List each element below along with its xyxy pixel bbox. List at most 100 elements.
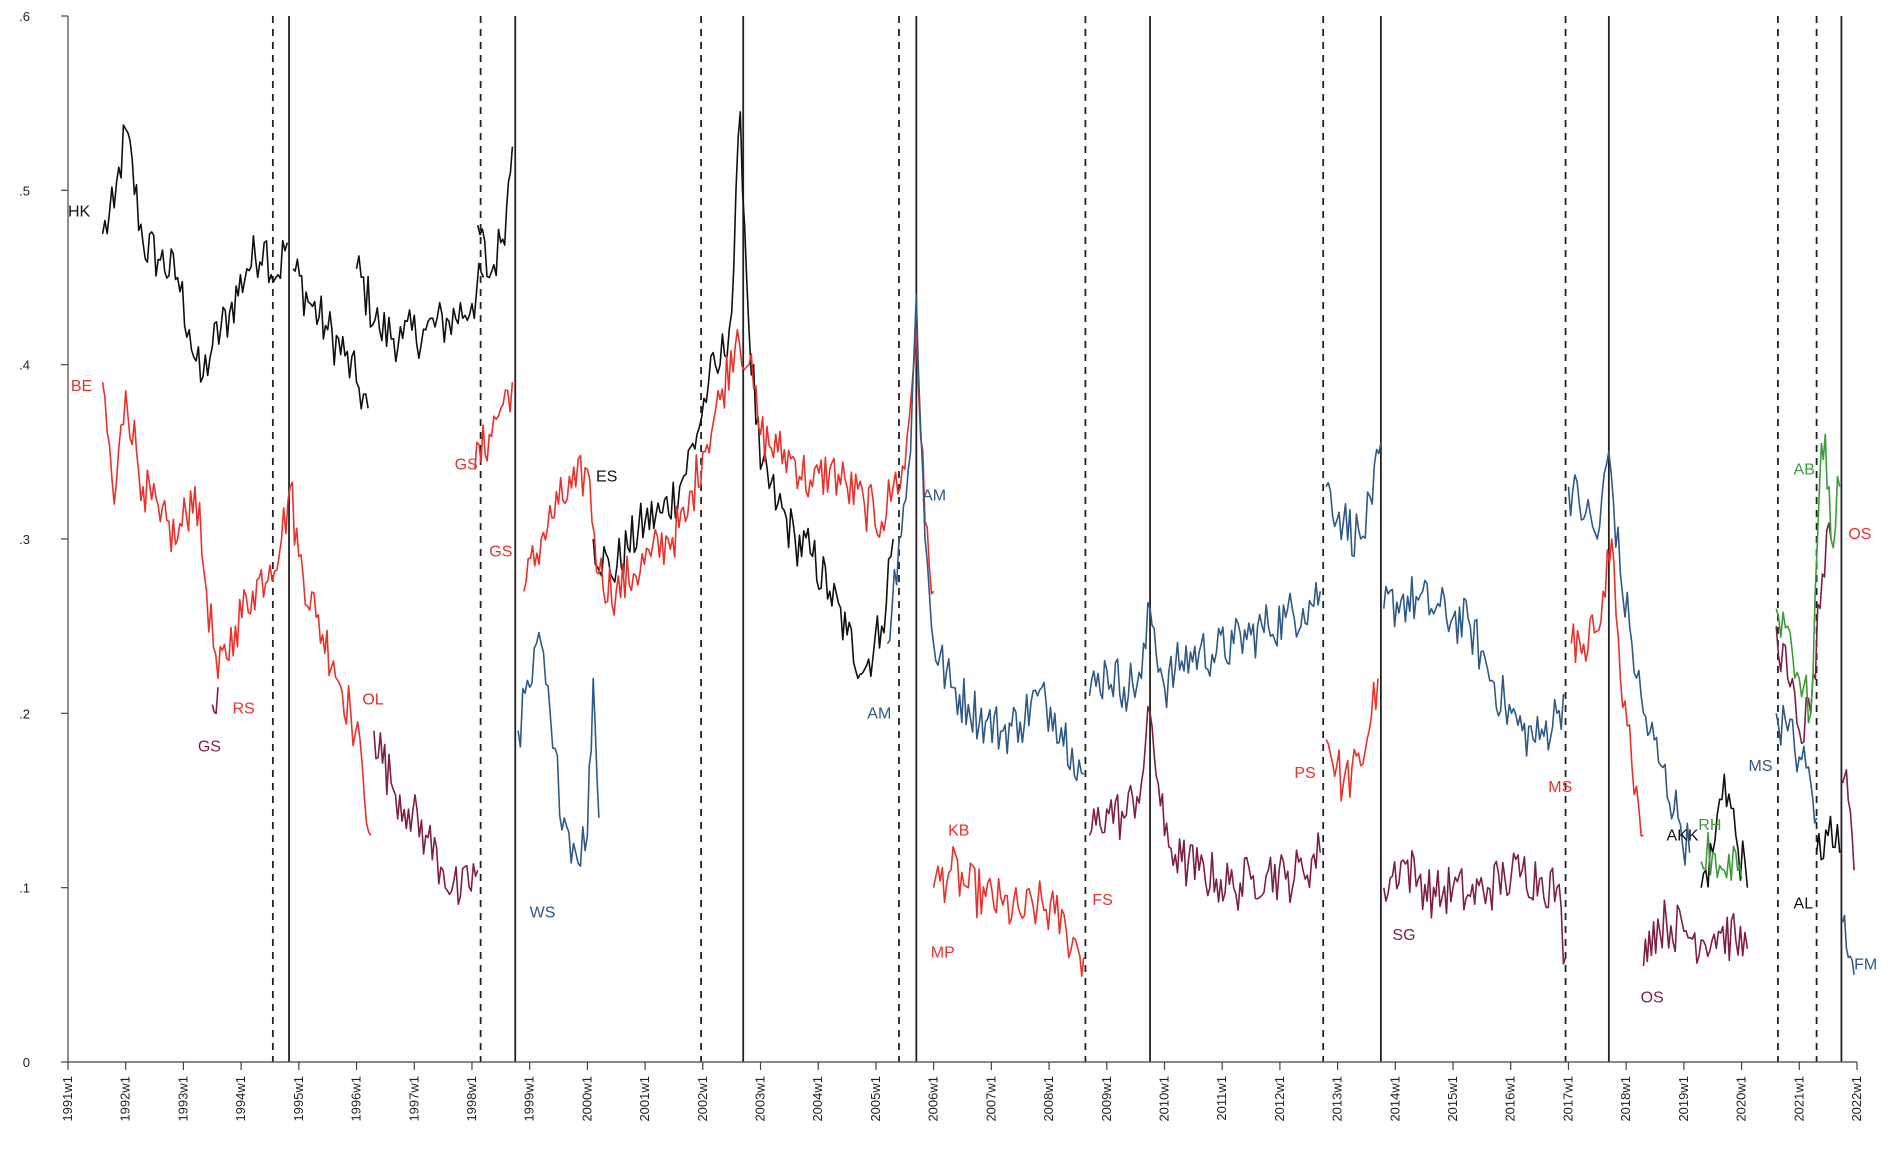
- series-label-ps-14: PS: [1294, 765, 1315, 782]
- x-tick-label-27: 2018w1: [1618, 1076, 1633, 1122]
- x-tick-label-10: 2001w1: [637, 1076, 652, 1122]
- x-tick-label-18: 2009w1: [1099, 1076, 1114, 1122]
- x-tick-label-15: 2006w1: [926, 1076, 941, 1122]
- x-tick-label-2: 1993w1: [175, 1076, 190, 1122]
- series-label-ab-21: AB: [1794, 461, 1815, 478]
- series-line-10: [932, 846, 1085, 977]
- series-label-ms-16: MS: [1548, 779, 1572, 796]
- series-label-am-9: AM: [922, 488, 946, 505]
- x-ticks: 1991w1 1992w1 1993w1 1994w1 1995w1 1996w1 1997…: [60, 1062, 1864, 1122]
- series-label-rh-19: RH: [1698, 817, 1721, 834]
- series-line-15: [1088, 581, 1322, 712]
- series-line-26: [1775, 522, 1832, 745]
- series-label-rs-3: RS: [232, 700, 254, 717]
- x-tick-label-23: 2014w1: [1387, 1076, 1402, 1122]
- y-tick-label-1: .1: [19, 881, 30, 896]
- series-label-mp-12: MP: [931, 944, 955, 961]
- series-label-sg-15: SG: [1392, 927, 1415, 944]
- series-line-24: [1383, 850, 1567, 965]
- x-tick-label-19: 2010w1: [1156, 1076, 1171, 1122]
- series-label-os-17: OS: [1641, 990, 1664, 1007]
- x-tick-label-13: 2004w1: [810, 1076, 825, 1122]
- y-tick-label-4: .4: [19, 358, 30, 373]
- series-line-20: [1841, 914, 1855, 975]
- x-tick-label-0: 1991w1: [60, 1076, 75, 1122]
- y-tick-label-3: .3: [19, 532, 30, 547]
- series-label-gs-6: GS: [489, 543, 512, 560]
- series-line-28: [1700, 832, 1743, 881]
- x-tick-label-17: 2008w1: [1041, 1076, 1056, 1122]
- axes: 0.1.2.3.4.5.6 1991w1 1992w1 1993w1 1994w1 19…: [19, 9, 1864, 1122]
- series-line-19: [1775, 704, 1818, 824]
- series-line-3: [476, 146, 514, 279]
- x-tick-label-14: 2005w1: [868, 1076, 883, 1122]
- series-line-11: [1325, 678, 1379, 802]
- x-tick-label-30: 2021w1: [1791, 1076, 1806, 1122]
- x-tick-label-28: 2019w1: [1676, 1076, 1691, 1122]
- series-line-21: [211, 687, 219, 715]
- x-tick-label-29: 2020w1: [1734, 1076, 1749, 1122]
- x-tick-label-16: 2007w1: [983, 1076, 998, 1122]
- series-line-25: [1642, 899, 1749, 967]
- series-line-13: [517, 631, 600, 867]
- series-line-6: [1815, 815, 1841, 861]
- x-tick-label-11: 2002w1: [695, 1076, 710, 1122]
- x-tick-label-21: 2012w1: [1272, 1076, 1287, 1122]
- x-tick-label-5: 1996w1: [349, 1076, 364, 1122]
- series-label-gs-2: GS: [198, 739, 221, 756]
- series-line-4: [592, 111, 894, 680]
- x-tick-label-31: 2022w1: [1849, 1076, 1864, 1122]
- x-tick-label-22: 2013w1: [1330, 1076, 1345, 1122]
- series-label-ws-7: WS: [530, 904, 556, 921]
- series-label-fs-13: FS: [1092, 892, 1112, 909]
- x-tick-label-8: 1999w1: [522, 1076, 537, 1122]
- x-tick-label-3: 1994w1: [233, 1076, 248, 1122]
- y-tick-label-2: .2: [19, 706, 30, 721]
- series-line-9: [523, 329, 935, 616]
- y-tick-label-6: .6: [19, 9, 30, 24]
- series-line-17: [1383, 576, 1566, 757]
- series-line-14: [886, 294, 1085, 782]
- series-line-27: [1841, 769, 1855, 871]
- series-line-0: [101, 124, 289, 383]
- series-line-12: [1570, 538, 1644, 837]
- series-line-22: [373, 730, 479, 905]
- series-line-23: [1088, 705, 1322, 911]
- series-line-1: [292, 258, 369, 410]
- series-line-18: [1567, 451, 1691, 866]
- series-label-es-8: ES: [596, 468, 617, 485]
- series-label-akk-18: AKK: [1667, 828, 1699, 845]
- series-label-am-10: AM: [867, 706, 891, 723]
- series-label-al-23: AL: [1794, 896, 1814, 913]
- series-labels: HK BE GS RS OL GS GS WS ES AM AM KB MP FS PS SG MS OS AKKR…: [68, 203, 1877, 1006]
- y-tick-label-5: .5: [19, 183, 30, 198]
- series-line-8: [474, 382, 514, 470]
- x-tick-label-26: 2017w1: [1560, 1076, 1575, 1122]
- series-label-kb-11: KB: [948, 822, 969, 839]
- x-tick-label-4: 1995w1: [291, 1076, 306, 1122]
- series-line-7: [101, 381, 372, 836]
- series-label-ms-20: MS: [1749, 758, 1773, 775]
- series-label-fm-24: FM: [1854, 957, 1877, 974]
- series-label-ol-4: OL: [362, 692, 383, 709]
- series-line-16: [1325, 442, 1382, 558]
- series-label-gs-5: GS: [455, 456, 478, 473]
- series-layer: [101, 111, 1855, 977]
- series-label-be-1: BE: [71, 378, 92, 395]
- x-tick-label-7: 1998w1: [464, 1076, 479, 1122]
- x-tick-label-1: 1992w1: [118, 1076, 133, 1122]
- x-tick-label-12: 2003w1: [753, 1076, 768, 1122]
- x-tick-label-20: 2011w1: [1214, 1076, 1229, 1121]
- y-tick-label-0: 0: [23, 1055, 30, 1070]
- x-tick-label-6: 1997w1: [406, 1076, 421, 1122]
- series-label-hk-0: HK: [68, 203, 91, 220]
- series-line-29: [1775, 433, 1841, 724]
- x-tick-label-25: 2016w1: [1503, 1076, 1518, 1122]
- y-ticks: 0 .1 .2 .3 .4 .5 .6: [19, 9, 68, 1070]
- series-label-os-22: OS: [1848, 526, 1871, 543]
- series-line-2: [355, 255, 485, 363]
- x-tick-label-9: 2000w1: [579, 1076, 594, 1122]
- x-tick-label-24: 2015w1: [1445, 1076, 1460, 1122]
